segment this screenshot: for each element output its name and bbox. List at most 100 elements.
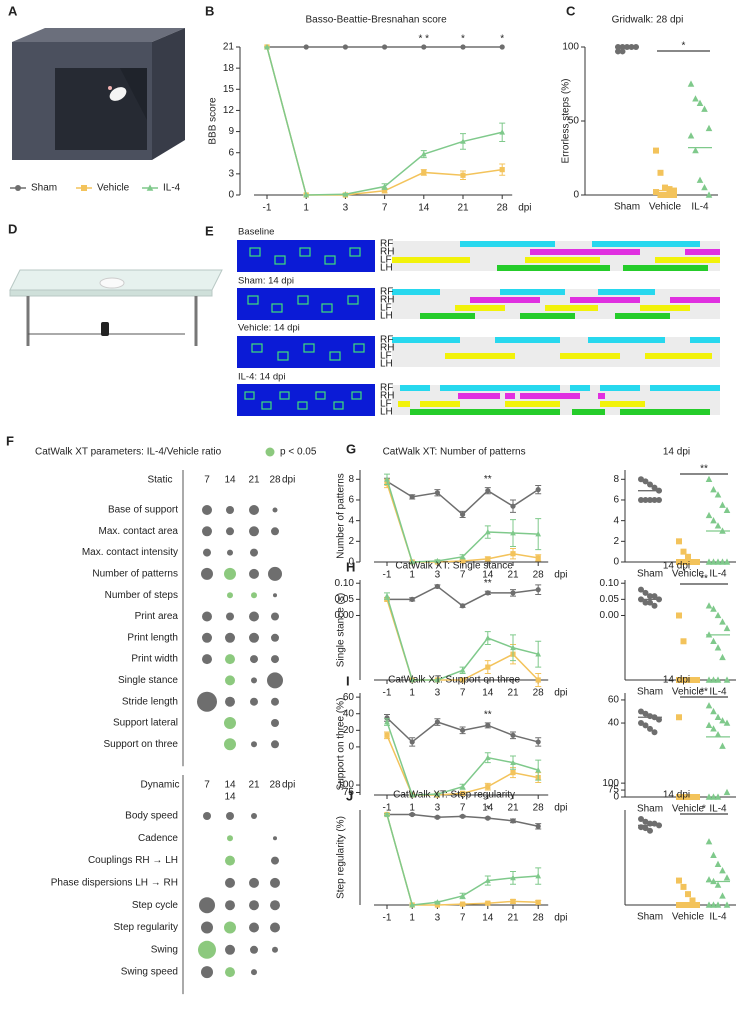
y-tick-label: 0 (613, 557, 619, 568)
x-tick-label: 7 (460, 803, 466, 814)
ratio-dot (272, 507, 278, 513)
ratio-dot (202, 526, 212, 537)
x-tick-label: 28 (497, 203, 509, 214)
ratio-dot (225, 696, 235, 707)
paw-label: LH (380, 407, 393, 418)
series-line (386, 814, 539, 906)
x-tick-label: 14 (482, 688, 494, 699)
legend-marker (15, 185, 21, 191)
data-point (421, 44, 427, 50)
ratio-dot (225, 855, 235, 866)
data-point (719, 867, 726, 874)
data-point (384, 732, 390, 738)
data-point (535, 767, 542, 773)
y-tick-label: 20 (343, 725, 355, 736)
data-point (638, 586, 644, 593)
legend-label: Sham (31, 183, 57, 194)
data-point (647, 481, 653, 488)
legend-marker (265, 447, 275, 457)
y-tick-label: 8 (348, 474, 354, 485)
group-label: IL-4: 14 dpi (238, 372, 286, 383)
data-point (714, 881, 722, 888)
panel-label: G (346, 441, 356, 456)
data-point (460, 727, 466, 733)
data-point (510, 529, 516, 536)
data-point (710, 793, 717, 800)
data-point (434, 899, 441, 905)
y-axis-label: Number of patterns (336, 473, 347, 559)
data-point (460, 558, 466, 564)
y-tick-label: 0 (613, 792, 619, 803)
ratio-dot (198, 940, 216, 959)
x-tick-label: IL-4 (709, 804, 727, 815)
data-point (409, 811, 415, 818)
data-point (510, 874, 516, 881)
data-point (710, 676, 717, 683)
x-tick-label: 21 (507, 913, 519, 924)
paw-label: RF (380, 239, 393, 250)
paw-label: RH (380, 391, 394, 402)
y-tick-label: 21 (223, 42, 235, 53)
paw-label: LH (380, 311, 393, 322)
data-point (434, 490, 440, 496)
data-point (723, 901, 731, 908)
data-point (510, 732, 516, 738)
data-point (535, 739, 541, 745)
series-line (386, 814, 539, 906)
data-point (685, 553, 691, 560)
stance-bars (392, 241, 720, 415)
data-point (642, 722, 649, 729)
ratio-dot (225, 675, 235, 686)
x-tick-label: -1 (383, 570, 392, 581)
ratio-dot (271, 740, 279, 749)
panel-label: H (346, 559, 355, 574)
data-point (484, 528, 491, 535)
ratio-dot (270, 922, 280, 933)
data-point (485, 556, 491, 562)
data-point (342, 191, 349, 197)
data-point (647, 599, 653, 606)
data-point (409, 494, 415, 500)
data-point (651, 602, 658, 609)
data-point (420, 151, 427, 157)
legend-label: Vehicle (97, 183, 130, 194)
ratio-dot (202, 611, 212, 622)
row-label: Swing speed (121, 967, 178, 978)
legend-marker (146, 184, 154, 191)
data-point (484, 634, 491, 641)
panel-label: D (8, 221, 17, 236)
data-point (662, 192, 668, 198)
data-point (484, 754, 491, 761)
chart-title: Basso-Beattie-Bresnahan score (306, 15, 448, 26)
ratio-dot (271, 856, 279, 865)
y-tick-label: 6 (613, 495, 619, 506)
row-label: Support lateral (113, 718, 178, 729)
row-label: Swing (151, 944, 178, 955)
row-label: Phase dispersions LH → RH (51, 878, 178, 889)
data-point (671, 192, 677, 198)
y-tick-label: 4 (348, 515, 354, 526)
y-tick-label: 2 (348, 536, 354, 547)
data-point (615, 48, 621, 55)
x-tick-label: 14 (418, 203, 430, 214)
x-tick-label: 3 (435, 913, 441, 924)
ratio-dot (273, 836, 277, 841)
x-tick-label: 28 (533, 803, 545, 814)
x-unit-label: dpi (518, 203, 531, 214)
data-point (638, 708, 644, 715)
ratio-dot (249, 505, 259, 515)
significance-label: * (702, 804, 706, 815)
paw-label: LF (380, 303, 392, 314)
row-label: Base of support (108, 505, 178, 516)
x-tick-label: 21 (457, 203, 469, 214)
data-point (460, 813, 466, 819)
ratio-dot (250, 655, 258, 664)
data-point (719, 717, 726, 724)
chart-title: CatWalk XT: Step regularity (393, 790, 515, 801)
legend-label: IL-4 (163, 183, 181, 194)
data-point (434, 557, 441, 564)
data-point (485, 590, 491, 596)
data-point (714, 644, 722, 651)
x-unit-label: dpi (554, 803, 567, 814)
